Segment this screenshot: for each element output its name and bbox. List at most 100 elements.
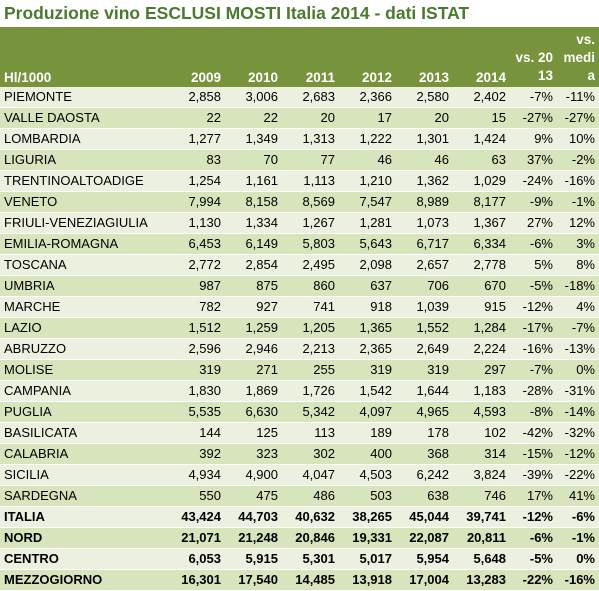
region-name: PIEMONTE: [0, 87, 168, 108]
table-cell: 2,657: [396, 254, 453, 276]
table-row: LAZIO 1,512 1,259 1,205 1,365 1,552 1,284 -17% -…: [0, 317, 599, 339]
table-cell: 45,044: [396, 506, 453, 528]
table-cell: -6%: [510, 233, 557, 255]
table-cell: 2,772: [168, 254, 225, 276]
table-cell: -13%: [557, 338, 599, 360]
header-col-8: vs. media: [557, 27, 599, 87]
table-row: FRIULI-VENEZIAGIULIA 1,130 1,334 1,267 1,281…: [0, 212, 599, 234]
table-cell: 2,649: [396, 338, 453, 360]
table-cell: -1%: [557, 527, 599, 549]
table-cell: -27%: [557, 107, 599, 129]
table-cell: 1,542: [339, 380, 396, 402]
header-col-5: 2013: [396, 27, 453, 87]
table-cell: -31%: [557, 380, 599, 402]
header-col-1: 2009: [168, 27, 225, 87]
table-cell: 5,648: [453, 548, 510, 570]
table-cell: 4,097: [339, 401, 396, 423]
table-cell: 2,495: [282, 254, 339, 276]
table-cell: 6,630: [225, 401, 282, 423]
total-row: ITALIA 43,424 44,703 40,632 38,265 45,044 39,7…: [0, 506, 599, 528]
table-cell: 1,029: [453, 170, 510, 192]
table-cell: 5,954: [396, 548, 453, 570]
table-cell: 915: [453, 296, 510, 318]
table-cell: 2,580: [396, 87, 453, 108]
wine-production-table: Hl/1000 2009 2010 2011 2012 2013 2014 vs. 2013 v…: [0, 27, 599, 591]
table-cell: 1,281: [339, 212, 396, 234]
table-cell: -22%: [557, 464, 599, 486]
table-row: SARDEGNA 550 475 486 503 638 746 17% 41%: [0, 485, 599, 507]
table-cell: 1,113: [282, 170, 339, 192]
region-name: VENETO: [0, 191, 168, 213]
table-cell: 475: [225, 485, 282, 507]
table-cell: 46: [396, 149, 453, 171]
table-cell: 2,366: [339, 87, 396, 108]
table-cell: 1,210: [339, 170, 396, 192]
region-name: VALLE DAOSTA: [0, 107, 168, 129]
table-cell: -42%: [510, 422, 557, 444]
table-cell: 4,965: [396, 401, 453, 423]
table-cell: 102: [453, 422, 510, 444]
header-row: Hl/1000 2009 2010 2011 2012 2013 2014 vs. 2013 v…: [0, 27, 599, 87]
table-cell: 1,039: [396, 296, 453, 318]
region-name: CAMPANIA: [0, 380, 168, 402]
table-cell: 144: [168, 422, 225, 444]
table-cell: 486: [282, 485, 339, 507]
table-cell: 20,846: [282, 527, 339, 549]
table-cell: 2,098: [339, 254, 396, 276]
table-cell: 5,301: [282, 548, 339, 570]
table-cell: 1,830: [168, 380, 225, 402]
table-row: CALABRIA 392 323 302 400 368 314 -15% -12%: [0, 443, 599, 465]
header-col-3: 2011: [282, 27, 339, 87]
table-cell: 21,248: [225, 527, 282, 549]
table-cell: 17%: [510, 485, 557, 507]
table-cell: -12%: [510, 506, 557, 528]
table-row: VENETO 7,994 8,158 8,569 7,547 8,989 8,177 -9% -…: [0, 191, 599, 213]
table-cell: -17%: [510, 317, 557, 339]
table-cell: 20,811: [453, 527, 510, 549]
table-cell: 8%: [557, 254, 599, 276]
table-cell: 16,301: [168, 569, 225, 591]
table-cell: 1,267: [282, 212, 339, 234]
table-cell: 1,362: [396, 170, 453, 192]
table-cell: 1,512: [168, 317, 225, 339]
region-name: SICILIA: [0, 464, 168, 486]
table-cell: 2,365: [339, 338, 396, 360]
region-name: PUGLIA: [0, 401, 168, 423]
table-cell: -12%: [510, 296, 557, 318]
table-cell: 2,402: [453, 87, 510, 108]
table-cell: 5,017: [339, 548, 396, 570]
table-cell: 368: [396, 443, 453, 465]
table-cell: 17: [339, 107, 396, 129]
table-cell: 0%: [557, 359, 599, 381]
table-cell: 1,349: [225, 128, 282, 150]
table-cell: 20: [282, 107, 339, 129]
table-cell: 6,053: [168, 548, 225, 570]
table-cell: 1,365: [339, 317, 396, 339]
table-row: PUGLIA 5,535 6,630 5,342 4,097 4,965 4,593 -8% -…: [0, 401, 599, 423]
table-cell: 637: [339, 275, 396, 297]
table-cell: -22%: [510, 569, 557, 591]
table-cell: 7,547: [339, 191, 396, 213]
table-cell: 638: [396, 485, 453, 507]
table-cell: -39%: [510, 464, 557, 486]
table-cell: 5,643: [339, 233, 396, 255]
table-cell: -32%: [557, 422, 599, 444]
table-cell: 1,130: [168, 212, 225, 234]
table-cell: 860: [282, 275, 339, 297]
table-cell: 1,161: [225, 170, 282, 192]
table-cell: 46: [339, 149, 396, 171]
table-cell: 39,741: [453, 506, 510, 528]
region-name: LAZIO: [0, 317, 168, 339]
table-cell: 70: [225, 149, 282, 171]
region-name: NORD: [0, 527, 168, 549]
table-cell: 15: [453, 107, 510, 129]
table-row: PIEMONTE 2,858 3,006 2,683 2,366 2,580 2,402 -7…: [0, 87, 599, 108]
table-cell: 302: [282, 443, 339, 465]
table-cell: 670: [453, 275, 510, 297]
table-row: MARCHE 782 927 741 918 1,039 915 -12% 4%: [0, 296, 599, 318]
page-title: Produzione vino ESCLUSI MOSTI Italia 201…: [0, 0, 599, 27]
table-cell: 83: [168, 149, 225, 171]
table-cell: -1%: [557, 191, 599, 213]
table-cell: 9%: [510, 128, 557, 150]
table-cell: 918: [339, 296, 396, 318]
